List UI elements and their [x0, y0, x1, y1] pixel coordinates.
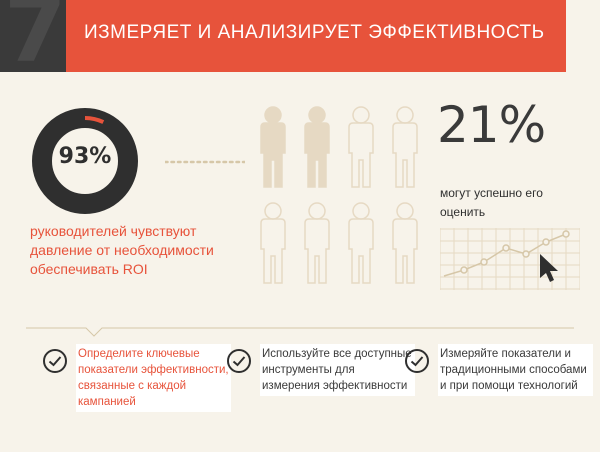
person-icon [392, 202, 418, 284]
person-icon [304, 106, 330, 188]
person-icon [304, 202, 330, 284]
donut-chart [32, 108, 138, 214]
trend-chart-icon [440, 228, 580, 290]
page-title: ИЗМЕРЯЕТ И АНАЛИЗИРУЕТ ЭФФЕКТИВНОСТЬ [84, 22, 545, 43]
stat-text: могут успешно его оценить [440, 186, 543, 219]
quote-text: руководителей чувствуют давление от необ… [30, 223, 214, 277]
section-number: 7 [4, 0, 66, 72]
tip-text: Определите ключевые показатели эффективн… [76, 344, 231, 412]
tip-text: Измеряйте показатели и традиционными спо… [438, 344, 593, 396]
donut-accent-arc [84, 116, 105, 124]
donut-value: 93% [58, 144, 112, 169]
check-circle-icon [43, 349, 67, 373]
header-banner: ИЗМЕРЯЕТ И АНАЛИЗИРУЕТ ЭФФЕКТИВНОСТЬ [66, 0, 566, 72]
person-icon [260, 106, 286, 188]
dotted-connector [165, 160, 245, 164]
cursor-icon [540, 254, 558, 282]
tip-text: Используйте все доступные инструменты дл… [260, 344, 415, 396]
person-icon [348, 202, 374, 284]
people-grid [260, 106, 418, 284]
person-icon [260, 202, 286, 284]
divider [26, 327, 574, 337]
stat-value: 21% [437, 96, 546, 154]
section-number-box: 7 [0, 0, 66, 72]
person-icon [348, 106, 374, 188]
person-icon [392, 106, 418, 188]
check-circle-icon [405, 349, 429, 373]
check-circle-icon [227, 349, 251, 373]
